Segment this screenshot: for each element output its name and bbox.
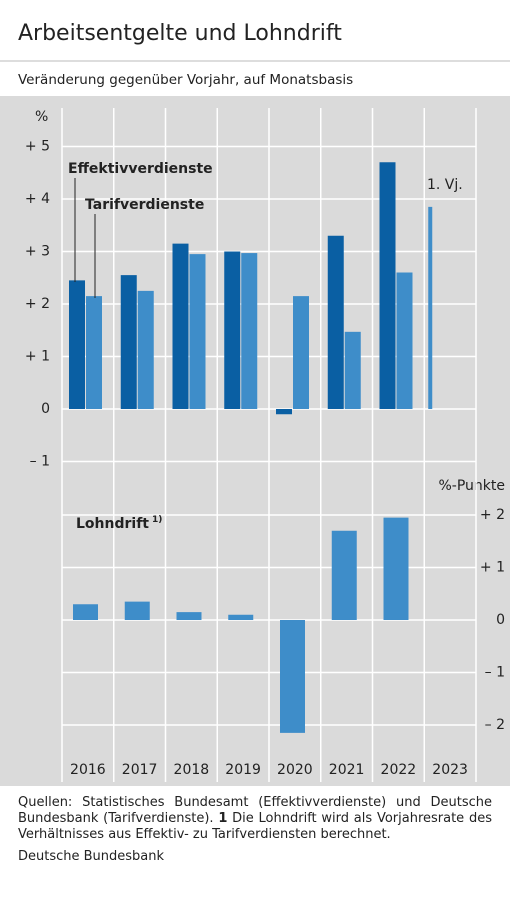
bar	[224, 251, 241, 409]
y-tick-label: + 5	[25, 139, 50, 155]
bar	[124, 601, 150, 620]
bar	[241, 253, 258, 409]
bar	[86, 296, 102, 409]
footnote-text: Die Lohndrift wird als Vorjahresrate des…	[18, 811, 492, 842]
x-tick-label: 2020	[277, 762, 313, 778]
bar	[73, 604, 98, 620]
x-tick-label: 2018	[174, 762, 210, 778]
y-tick-label: + 1	[25, 349, 50, 365]
y-tick-label: + 2	[480, 507, 505, 523]
x-tick-label: 2021	[329, 762, 365, 778]
bar	[280, 620, 305, 733]
x-tick-label: 2016	[70, 762, 106, 778]
y-tick-label: – 2	[485, 717, 505, 733]
x-tick-label: 2022	[381, 762, 417, 778]
bar	[379, 162, 396, 409]
y-tick-label: 0	[496, 612, 505, 628]
bar	[69, 280, 85, 409]
bar	[137, 290, 154, 409]
series-label: Lohndrift 1)	[76, 515, 162, 533]
x-tick-label: 2017	[122, 762, 158, 778]
series-name: Lohndrift	[76, 516, 149, 532]
y-tick-label: + 1	[480, 560, 505, 576]
chart-title: Arbeitsentgelte und Lohndrift	[18, 21, 342, 46]
y-tick-label: + 3	[25, 244, 50, 260]
bar	[176, 612, 202, 620]
x-tick-label: 2019	[225, 762, 261, 778]
y-tick-label: – 1	[485, 665, 505, 681]
x-tick-label: 2023	[432, 762, 468, 778]
footnote-number: 1	[218, 811, 228, 826]
y-unit: %	[35, 109, 48, 125]
subtitle: Veränderung gegenüber Vorjahr, auf Monat…	[18, 72, 353, 88]
bar	[327, 235, 344, 409]
annotation: 1. Vj.	[427, 177, 463, 193]
bar	[228, 614, 254, 620]
bar	[396, 272, 413, 409]
y-tick-label: – 1	[30, 454, 50, 470]
bar	[344, 331, 361, 409]
legend-label: Effektivverdienste	[68, 161, 213, 177]
y-tick-label: + 4	[25, 191, 50, 207]
notes: Quellen: Statistisches Bundesamt (Effekt…	[18, 795, 492, 865]
bar	[293, 296, 309, 409]
sources: Quellen: Statistisches Bundesamt (Effekt…	[18, 795, 492, 826]
bar	[189, 254, 206, 409]
y-tick-label: + 2	[25, 296, 50, 312]
footnote-marker: 1)	[152, 515, 162, 525]
bar	[276, 409, 292, 415]
bar	[120, 275, 137, 409]
bar	[383, 517, 409, 620]
chart: Arbeitsentgelte und Lohndrift Veränderun…	[0, 21, 510, 786]
legend-label: Tarifverdienste	[85, 197, 204, 213]
bar	[172, 243, 189, 409]
y-unit: %-Punkte	[438, 478, 505, 494]
bar	[428, 206, 433, 409]
y-tick-label: 0	[41, 401, 50, 417]
bar	[331, 530, 357, 620]
publisher: Deutsche Bundesbank	[18, 849, 165, 864]
